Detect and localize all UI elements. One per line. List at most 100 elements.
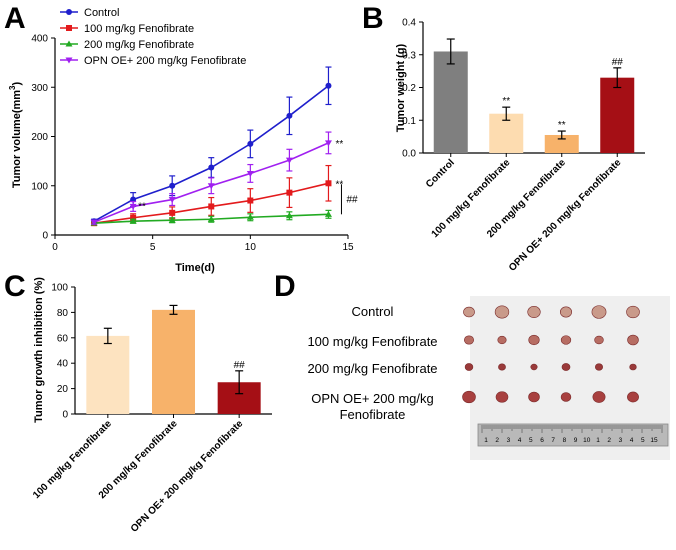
chart-b-bar: Tumor weight (g) 0.0 0.1 0.2 0.3 0.4 Control *… xyxy=(395,18,645,274)
tumor-sample xyxy=(530,363,538,371)
tumor-sample xyxy=(627,391,639,403)
point-control xyxy=(247,140,254,147)
tumor-sample xyxy=(594,335,604,345)
chart-c-bar xyxy=(152,309,195,414)
tumor-sample xyxy=(528,334,540,346)
point-opn xyxy=(90,219,98,226)
chart-a-ylabel: Tumor volume(mm3) xyxy=(8,82,23,189)
tumor-sample xyxy=(591,305,607,319)
point-opn xyxy=(324,140,332,147)
point-control xyxy=(286,112,293,119)
chart-b-ytick-label: 0.3 xyxy=(402,50,416,61)
chart-b-ylabel: Tumor weight (g) xyxy=(395,43,407,132)
point-fen100 xyxy=(208,203,215,210)
ruler-number: 10 xyxy=(583,437,591,444)
panel-letter-c: C xyxy=(4,270,26,303)
legend-marker-fen200 xyxy=(65,40,73,47)
annotation-sig-day4: ** xyxy=(138,201,146,212)
chart-b-ytick-label: 0.4 xyxy=(402,18,416,29)
point-fen200 xyxy=(285,212,293,219)
chart-b-category-label: OPN OE+ 200 mg/kg Fenofibrate xyxy=(507,157,624,274)
chart-a-xtick-label: 5 xyxy=(150,242,156,253)
chart-c-annotation: ## xyxy=(234,360,246,371)
chart-c-category-label: OPN OE+ 200 mg/kg Fenofibrate xyxy=(129,418,246,535)
chart-b-ytick-label: 0.0 xyxy=(402,149,416,160)
point-fen200 xyxy=(129,217,137,224)
ruler-number: 2 xyxy=(495,437,499,444)
tumor-sample xyxy=(560,335,572,345)
tumor-sample xyxy=(527,306,541,318)
tumor-sample xyxy=(561,363,571,371)
tumor-sample xyxy=(498,363,506,371)
chart-a-ytick-label: 0 xyxy=(42,231,48,242)
ruler-number: 1 xyxy=(484,437,488,444)
chart-b-annotation: ## xyxy=(612,57,624,68)
photo-label-control: Control xyxy=(351,304,394,319)
chart-c-ytick-label: 20 xyxy=(57,384,69,395)
chart-a-xlabel: Time(d) xyxy=(175,262,215,274)
point-opn xyxy=(207,183,215,190)
legend-label-fen100: 100 mg/kg Fenofibrate xyxy=(84,23,194,35)
ruler-number: 2 xyxy=(607,437,611,444)
point-opn xyxy=(246,170,254,177)
tumor-sample xyxy=(464,363,474,371)
legend-marker-control xyxy=(66,9,72,15)
point-fen200 xyxy=(207,215,215,222)
ruler-number: 3 xyxy=(507,437,511,444)
chart-b-ytick-label: 0.2 xyxy=(402,83,416,94)
chart-a-xtick-label: 15 xyxy=(342,242,354,253)
chart-c-bar: Tumor growth inhibition (%) 0 20 40 60 80 100… xyxy=(31,277,272,535)
tumor-sample xyxy=(463,306,475,318)
annotation-sig-opn: ** xyxy=(335,139,343,150)
panel-letter-b: B xyxy=(362,2,384,35)
chart-c-ytick-label: 40 xyxy=(57,359,69,370)
ruler-number: 4 xyxy=(518,437,522,444)
legend-label-fen200: 200 mg/kg Fenofibrate xyxy=(84,39,194,51)
ruler-number: 3 xyxy=(619,437,623,444)
chart-a-ytick-label: 100 xyxy=(31,181,48,192)
ruler-number: 7 xyxy=(551,437,555,444)
legend-label-opn: OPN OE+ 200 mg/kg Fenofibrate xyxy=(84,55,246,67)
ruler-number: 4 xyxy=(630,437,634,444)
ruler-number: 6 xyxy=(540,437,544,444)
photo-label-fen100: 100 mg/kg Fenofibrate xyxy=(307,334,438,349)
ruler-number: 1 xyxy=(596,437,600,444)
panel-letter-a: A xyxy=(4,2,26,35)
tumor-sample xyxy=(626,305,640,319)
chart-b-annotation: ** xyxy=(558,120,566,131)
photo-label-fen200: 200 mg/kg Fenofibrate xyxy=(307,361,438,376)
point-opn xyxy=(129,203,137,210)
tumor-sample xyxy=(627,334,639,346)
chart-a-legend: Control 100 mg/kg Fenofibrate 200 mg/kg … xyxy=(60,7,246,67)
chart-c-ytick-label: 80 xyxy=(57,308,69,319)
point-fen100 xyxy=(286,189,293,196)
tumor-sample xyxy=(463,335,474,345)
point-fen200 xyxy=(168,216,176,223)
tumor-photo: 1 2 3 4 5 6 7 8 9 10 1 2 3 4 5 15 xyxy=(462,296,670,460)
tumor-sample xyxy=(528,391,540,403)
legend-label-control: Control xyxy=(84,7,119,19)
chart-a-xtick-label: 10 xyxy=(245,242,257,253)
tumor-sample xyxy=(629,363,637,371)
tumor-sample xyxy=(462,390,476,404)
chart-c-ylabel: Tumor growth inhibition (%) xyxy=(33,277,45,423)
chart-b-bar xyxy=(433,51,468,153)
point-fen100 xyxy=(325,180,332,187)
ruler-number: 5 xyxy=(529,437,533,444)
point-opn xyxy=(168,197,176,204)
point-fen100 xyxy=(247,197,254,204)
ruler-number: 8 xyxy=(563,437,567,444)
chart-b-annotation: ** xyxy=(502,96,510,107)
point-fen100 xyxy=(169,209,176,216)
legend-marker-opn xyxy=(65,57,73,64)
point-fen200 xyxy=(246,213,254,220)
chart-a-line: Tumor volume(mm3) Time(d) 0 100 200 300 400 0… xyxy=(8,7,358,274)
chart-b-category-label: Control xyxy=(424,157,457,190)
photo-label-opn: OPN OE+ 200 mg/kg Fenofibrate xyxy=(311,391,434,422)
tumor-sample xyxy=(560,392,572,402)
tumor-sample xyxy=(595,363,603,371)
chart-c-bar xyxy=(86,335,130,414)
chart-b-ytick-label: 0.1 xyxy=(402,116,416,127)
point-control xyxy=(208,164,215,171)
